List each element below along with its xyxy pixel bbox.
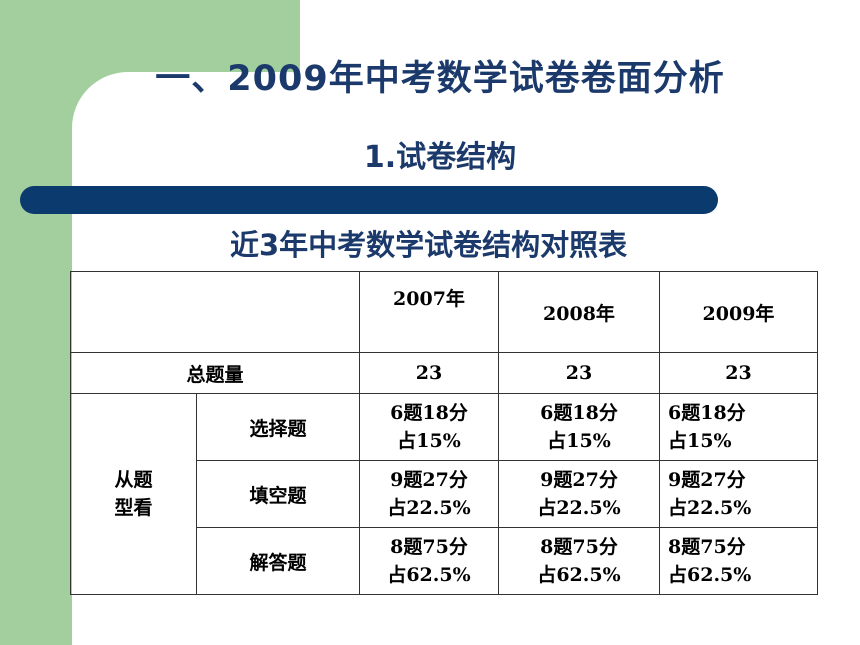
table-caption: 近3年中考数学试卷结构对照表 <box>230 228 628 262</box>
table-row: 总题量 23 23 23 <box>70 352 818 394</box>
by-question-type-label: 从题 型看 <box>70 393 197 595</box>
total-2009: 23 <box>659 352 818 394</box>
cell-line1: 8题75分 <box>540 536 618 558</box>
cell-line2: 占22.5% <box>537 497 621 519</box>
cell-line1: 9题27分 <box>668 469 746 491</box>
cell-line1: 6题18分 <box>668 402 746 424</box>
group-label-line2: 型看 <box>114 497 153 519</box>
table-cell: 6题18分 占15% <box>359 393 499 461</box>
type-fill-in-blank: 填空题 <box>196 460 360 528</box>
cell-line2: 占22.5% <box>668 497 752 519</box>
cell-line1: 8题75分 <box>390 536 468 558</box>
cell-line2: 占62.5% <box>537 564 621 586</box>
cell-line1: 9题27分 <box>540 469 618 491</box>
cell-line1: 9题27分 <box>390 469 468 491</box>
table-row: 填空题 9题27分 占22.5% 9题27分 占22.5% 9题27分 占22.… <box>71 460 818 528</box>
title-divider-bar <box>20 186 718 214</box>
total-questions-label: 总题量 <box>70 352 360 394</box>
group-label-line1: 从题 <box>114 469 153 491</box>
slide-subtitle: 1.试卷结构 <box>363 140 517 175</box>
table-cell: 8题75分 占62.5% <box>498 527 660 595</box>
total-2008: 23 <box>498 352 660 394</box>
header-year-2008: 2008年 <box>498 271 660 353</box>
cell-line2: 占62.5% <box>387 564 471 586</box>
table-cell: 9题27分 占22.5% <box>359 460 499 528</box>
cell-line2: 占62.5% <box>668 564 752 586</box>
green-side-bar <box>0 0 72 645</box>
cell-line2: 占15% <box>668 430 732 452</box>
header-year-2009: 2009年 <box>659 271 818 353</box>
type-free-response: 解答题 <box>196 527 360 595</box>
table-row: 从题 型看 选择题 6题18分 占15% 6题18分 占15% 6题18分 占1… <box>70 393 818 595</box>
table-cell: 8题75分 占62.5% <box>659 527 818 595</box>
exam-structure-table: 2007年 2008年 2009年 总题量 23 23 23 从题 型看 选择题… <box>70 271 818 595</box>
header-empty-cell <box>70 271 360 353</box>
header-year-2007: 2007年 <box>359 271 499 353</box>
table-row: 解答题 8题75分 占62.5% 8题75分 占62.5% 8题75分 占62.… <box>71 527 818 595</box>
total-2007: 23 <box>359 352 499 394</box>
cell-line2: 占15% <box>547 430 611 452</box>
cell-line2: 占22.5% <box>387 497 471 519</box>
cell-line1: 6题18分 <box>390 402 468 424</box>
table-cell: 6题18分 占15% <box>498 393 660 461</box>
cell-line1: 6题18分 <box>540 402 618 424</box>
cell-line2: 占15% <box>397 430 461 452</box>
cell-line1: 8题75分 <box>668 536 746 558</box>
table-cell: 9题27分 占22.5% <box>659 460 818 528</box>
table-cell: 6题18分 占15% <box>659 393 818 461</box>
slide-title: 一、2009年中考数学试卷卷面分析 <box>155 59 725 99</box>
table-header-row: 2007年 2008年 2009年 <box>70 271 818 353</box>
table-cell: 8题75分 占62.5% <box>359 527 499 595</box>
type-multiple-choice: 选择题 <box>196 393 360 461</box>
table-cell: 9题27分 占22.5% <box>498 460 660 528</box>
